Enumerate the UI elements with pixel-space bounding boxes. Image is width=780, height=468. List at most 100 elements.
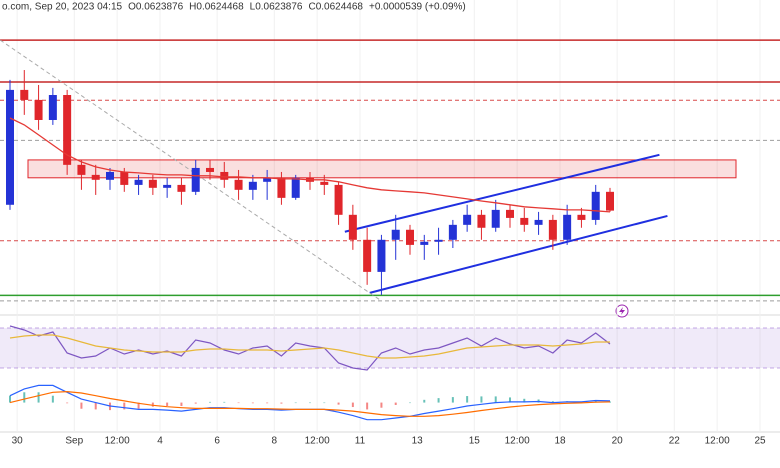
candle-body [277, 177, 286, 198]
candle-body [263, 177, 272, 182]
macd-histogram-bar [23, 392, 26, 403]
candle-body [6, 89, 14, 205]
x-tick-label: 20 [612, 436, 624, 447]
x-tick-label: 12:00 [705, 436, 730, 447]
candle-body [391, 229, 400, 240]
macd-histogram-bar [66, 402, 69, 404]
candle-body [577, 214, 586, 220]
candle-body [177, 184, 186, 192]
candle-body [148, 179, 157, 188]
macd-histogram-bar [523, 398, 526, 403]
rsi-line [9, 334, 610, 359]
candle-body [220, 171, 229, 180]
x-tick-label: 18 [554, 436, 566, 447]
x-tick-label: 12:00 [305, 436, 330, 447]
macd-histogram-bar [151, 402, 154, 407]
x-tick-label: 12:00 [105, 436, 130, 447]
candle-body [491, 209, 500, 228]
candle-body [563, 214, 572, 240]
candle-body [206, 167, 214, 172]
candle-body [434, 239, 443, 242]
candle-body [506, 209, 514, 218]
candle-body [606, 191, 614, 211]
macd-histogram-bar [437, 398, 440, 403]
candle-body [363, 239, 372, 272]
macd-histogram-bar [266, 402, 269, 404]
candle-body [20, 89, 29, 100]
trend-line [344, 153, 660, 233]
macd-histogram-bar [223, 401, 226, 403]
candle-body [548, 219, 557, 240]
candle-body [320, 181, 329, 185]
candle-body [48, 95, 57, 120]
macd-histogram-bar [337, 402, 340, 405]
macd-histogram-bar [294, 402, 297, 404]
candle-body [191, 167, 200, 192]
x-tick-label: 8 [272, 436, 278, 447]
macd-histogram-bar [251, 402, 254, 404]
macd-histogram-bar [366, 402, 369, 410]
x-tick-label: Sep [65, 436, 83, 447]
macd-histogram-bar [166, 402, 169, 406]
candle-body [477, 214, 486, 228]
macd-histogram-bar [423, 399, 426, 403]
resistance-zone [27, 159, 737, 179]
macd-histogram-bar [237, 402, 240, 404]
candle-body [534, 219, 543, 225]
x-tick-label: 15 [469, 436, 481, 447]
candle-body [248, 181, 257, 190]
candle-body [448, 224, 457, 240]
macd-histogram-bar [309, 402, 311, 404]
macd-histogram-bar [180, 402, 183, 406]
candle-body [234, 179, 243, 190]
candle-body [120, 171, 129, 185]
rsi-band [0, 328, 780, 368]
macd-histogram-bar [123, 402, 126, 410]
macd-histogram-bar [137, 402, 140, 409]
candle-body [420, 241, 429, 245]
candle-body [63, 95, 72, 165]
macd-histogram-bar [9, 395, 11, 403]
macd-histogram-bar [380, 402, 383, 408]
macd-histogram-bar [280, 402, 283, 404]
header-text: o.com, Sep 20, 2023 04:15 [2, 2, 123, 13]
macd-histogram-bar [451, 397, 454, 403]
x-tick-label: 6 [214, 436, 220, 447]
macd-line [9, 390, 611, 417]
candle-body [134, 179, 143, 185]
macd-histogram-bar [466, 396, 469, 403]
header-text: O0.0623876 [128, 2, 183, 13]
trend-line [369, 214, 668, 294]
candle-body [377, 239, 386, 272]
candle-body [406, 229, 414, 245]
macd-histogram-bar [51, 395, 54, 403]
moving-average [9, 117, 611, 213]
macd-histogram-bar [94, 402, 97, 410]
x-tick-label: 22 [669, 436, 681, 447]
x-tick-label: 11 [355, 436, 366, 447]
candle-body [520, 217, 529, 225]
header-text: H0.0624468 [189, 2, 244, 13]
candle-body [91, 174, 100, 180]
candle-body [291, 177, 300, 198]
macd-histogram-bar [480, 396, 483, 403]
macd-histogram-bar [323, 402, 326, 404]
candle-body [463, 214, 472, 225]
macd-histogram-bar [494, 396, 497, 403]
macd-histogram-bar [37, 392, 40, 403]
candle-body [348, 214, 357, 240]
macd-histogram-bar [551, 401, 554, 403]
macd-histogram-bar [209, 401, 211, 403]
candle-body [591, 191, 600, 220]
candle-body [77, 164, 86, 175]
candle-body [106, 171, 114, 180]
x-tick-label: 13 [412, 436, 424, 447]
x-tick-label: 30 [12, 436, 24, 447]
event-icon-bolt [619, 307, 625, 315]
macd-histogram-bar [194, 402, 197, 404]
macd-histogram-bar [509, 397, 511, 403]
macd-histogram-bar [409, 402, 411, 404]
candle-body [334, 184, 343, 215]
